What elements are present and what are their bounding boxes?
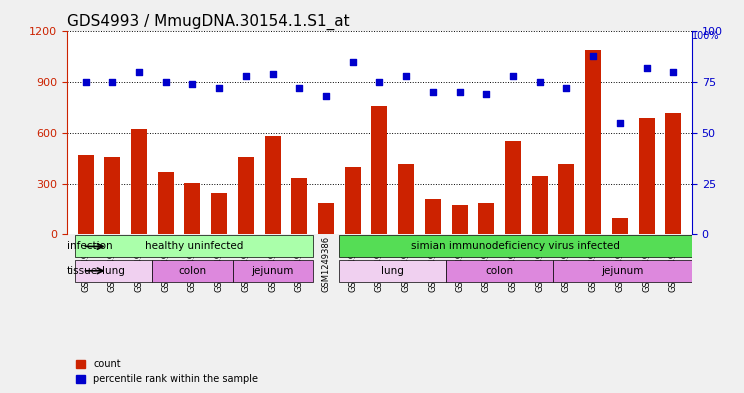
Legend: count, percentile rank within the sample: count, percentile rank within the sample [72,356,262,388]
Point [373,79,385,85]
FancyBboxPatch shape [339,235,692,257]
Bar [559,164,574,234]
Point [106,79,118,85]
FancyBboxPatch shape [75,235,312,257]
Point [160,79,172,85]
Point [507,73,519,79]
FancyBboxPatch shape [446,260,553,282]
Bar [371,106,388,234]
Point [80,79,92,85]
Point [320,93,332,99]
FancyBboxPatch shape [233,260,312,282]
FancyBboxPatch shape [75,260,153,282]
Text: lung: lung [102,266,125,276]
Point [214,85,225,92]
Bar [425,199,441,234]
Text: tissue: tissue [67,266,98,276]
Bar [638,118,655,234]
FancyBboxPatch shape [339,260,446,282]
Point [187,81,199,87]
Bar [318,203,334,234]
Bar [77,155,94,234]
FancyBboxPatch shape [553,260,692,282]
Bar [265,136,280,234]
Point [400,73,412,79]
Bar [612,218,628,234]
Bar [344,167,361,234]
Point [560,85,572,92]
Bar [185,183,200,234]
Text: colon: colon [179,266,207,276]
Bar [131,129,147,234]
Text: jejunum: jejunum [601,266,644,276]
Point [481,91,493,97]
Text: infection: infection [67,241,112,252]
Bar [478,203,494,234]
Text: healthy uninfected: healthy uninfected [144,241,243,252]
Point [133,69,145,75]
Bar [665,112,682,234]
Point [240,73,252,79]
FancyBboxPatch shape [153,260,233,282]
Text: jejunum: jejunum [251,266,294,276]
Bar [532,176,548,234]
Point [454,89,466,95]
Bar [585,50,601,234]
Bar [238,156,254,234]
Bar [158,172,174,234]
Text: GDS4993 / MmugDNA.30154.1.S1_at: GDS4993 / MmugDNA.30154.1.S1_at [67,14,350,30]
Text: colon: colon [486,266,513,276]
Bar [505,141,521,234]
Text: 100%: 100% [692,31,719,41]
Point [347,59,359,65]
Point [266,71,278,77]
Point [533,79,545,85]
Bar [104,156,121,234]
Point [427,89,439,95]
Bar [211,193,227,234]
Bar [398,164,414,234]
Text: lung: lung [382,266,404,276]
Point [667,69,679,75]
Point [641,65,652,71]
Point [293,85,305,92]
Bar [452,205,467,234]
Bar [292,178,307,234]
Point [614,119,626,126]
Point [587,53,599,59]
Text: simian immunodeficiency virus infected: simian immunodeficiency virus infected [411,241,620,252]
